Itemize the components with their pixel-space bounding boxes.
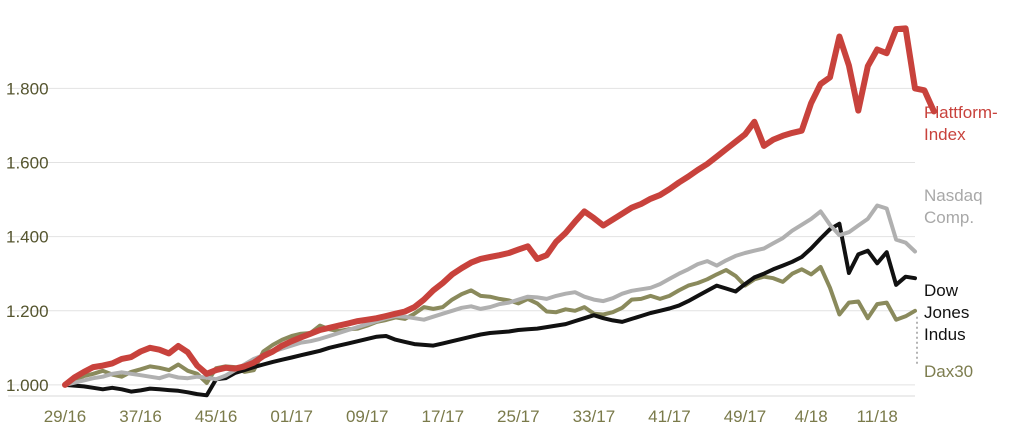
series-line-plattform-index [62,25,937,388]
y-tick-label: 1.200 [6,302,49,321]
x-tick-label: 11/18 [857,407,898,426]
x-tick-label: 49/17 [724,407,767,426]
x-tick-label: 25/17 [497,407,540,426]
y-tick-label: 1.400 [6,228,49,247]
x-tick-label: 4/18 [795,407,828,426]
series-line-dow-jones-indus [63,221,917,398]
x-tick-label: 33/17 [573,407,616,426]
y-tick-label: 1.600 [6,154,49,173]
y-tick-label: 1.000 [6,376,49,395]
series-label-line: Index [924,125,966,144]
series-label: Dow Jones Indus [924,281,969,344]
series-label-line: Dow [924,281,959,300]
x-tick-label: 01/17 [270,407,313,426]
y-tick-label: 1.800 [6,79,49,98]
series-label-line: Comp. [924,208,974,227]
series-line-nasdaq-comp [63,203,917,387]
series-lines [62,25,937,398]
series-label-line: Dax30 [924,362,973,381]
series-label-line: Indus [924,325,966,344]
series-label: Nasdaq Comp. [924,186,983,227]
series-label-line: Jones [924,303,969,322]
x-axis: 29/16 37/16 45/16 01/17 09/17 17/17 25/17 33/17… [8,395,915,426]
x-tick-label: 37/16 [119,407,162,426]
x-tick-label: 41/17 [648,407,691,426]
series-label: Dax30 [924,362,973,381]
series-label: Plattform- Index [924,103,998,144]
series-labels: Dax30 Dow Jones Indus Nasdaq Comp. Plattform- I… [916,103,998,381]
x-tick-label: 29/16 [44,407,87,426]
y-axis: 1.000 1.200 1.400 1.600 1.800 [6,79,49,394]
series-label-line: Plattform- [924,103,998,122]
x-tick-label: 09/17 [346,407,389,426]
x-tick-label: 17/17 [422,407,465,426]
gridlines [8,87,915,386]
series-label-line: Nasdaq [924,186,983,205]
series-line-dax30 [63,265,917,387]
x-tick-label: 45/16 [195,407,238,426]
